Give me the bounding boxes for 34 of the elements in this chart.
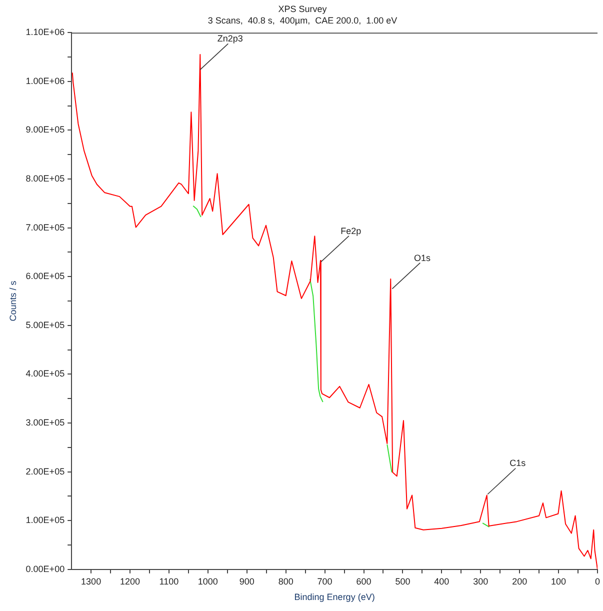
y-tick-label: 1.00E+05 [26, 515, 65, 526]
annotation: Fe2p [340, 226, 362, 236]
y-tick-label: 4.00E+05 [26, 368, 65, 379]
x-tick-label: 600 [356, 576, 372, 586]
y-tick-label: 6.00E+05 [26, 271, 65, 282]
x-tick-label: 700 [317, 576, 332, 586]
x-tick-label: 400 [434, 576, 450, 586]
x-axis-title: Binding Energy (eV) [294, 592, 375, 602]
y-tick-label: 2.00E+05 [26, 466, 65, 476]
x-tick-label: 1300 [81, 576, 102, 586]
x-tick-label: 1200 [120, 576, 140, 586]
annotation: O1s [414, 252, 431, 263]
y-tick-label: 1.00E+06 [26, 76, 65, 86]
x-tick-label: 1100 [159, 576, 179, 586]
y-tick-label: 5.00E+05 [26, 320, 65, 330]
x-tick-label: 900 [239, 576, 254, 586]
y-tick-label: 7.00E+05 [26, 222, 65, 232]
y-tick-label: 9.00E+05 [26, 124, 65, 135]
y-tick-label: 8.00E+05 [26, 173, 65, 184]
chart-title: XPS Survey [278, 4, 328, 14]
x-tick-label: 100 [551, 576, 566, 586]
x-tick-label: 0 [594, 576, 600, 586]
x-tick-label: 800 [278, 576, 294, 586]
y-axis-title: Counts / s [8, 280, 18, 322]
annotation: Zn2p3 [217, 34, 243, 44]
x-tick-label: 1000 [198, 576, 218, 586]
chart-subtitle: 3 Scans, 40.8 s, 400µm, CAE 200.0, 1.00 eV [208, 16, 398, 26]
x-tick-label: 200 [512, 576, 528, 586]
y-tick-label: 1.10E+06 [26, 27, 65, 38]
x-tick-label: 500 [395, 576, 410, 586]
y-tick-label: 3.00E+05 [26, 417, 65, 428]
x-tick-label: 300 [473, 576, 488, 586]
y-tick-label: 0.00E+00 [26, 564, 65, 574]
annotation: C1s [510, 458, 526, 468]
